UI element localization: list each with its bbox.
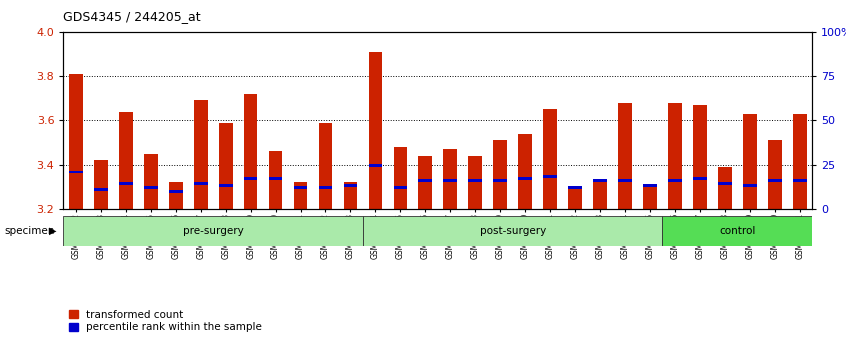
Bar bbox=[443, 149, 457, 209]
Bar bbox=[493, 140, 507, 209]
Bar bbox=[618, 179, 632, 182]
Bar bbox=[169, 190, 183, 193]
Bar bbox=[94, 160, 107, 209]
Bar bbox=[662, 216, 812, 246]
Bar bbox=[519, 134, 532, 209]
Bar bbox=[119, 112, 133, 209]
Bar bbox=[793, 179, 806, 182]
Bar bbox=[269, 152, 283, 209]
Bar bbox=[294, 182, 307, 209]
Text: post-surgery: post-surgery bbox=[480, 226, 546, 236]
Bar bbox=[319, 122, 332, 209]
Bar bbox=[369, 52, 382, 209]
Text: GDS4345 / 244205_at: GDS4345 / 244205_at bbox=[63, 10, 201, 23]
Bar bbox=[69, 171, 83, 173]
Bar bbox=[793, 114, 806, 209]
Bar bbox=[194, 182, 207, 184]
Bar bbox=[469, 156, 482, 209]
Bar bbox=[343, 182, 357, 209]
Bar bbox=[319, 186, 332, 189]
Bar bbox=[443, 179, 457, 182]
Bar bbox=[543, 109, 557, 209]
Bar bbox=[519, 177, 532, 180]
Bar bbox=[219, 122, 233, 209]
Bar bbox=[768, 140, 782, 209]
Bar bbox=[119, 182, 133, 184]
Bar bbox=[343, 184, 357, 187]
Text: ▶: ▶ bbox=[49, 226, 57, 236]
Bar bbox=[693, 177, 706, 180]
Bar bbox=[718, 182, 732, 184]
Bar bbox=[618, 103, 632, 209]
Bar bbox=[593, 182, 607, 209]
Bar bbox=[369, 164, 382, 167]
Bar bbox=[419, 156, 432, 209]
Text: control: control bbox=[719, 226, 755, 236]
Bar bbox=[469, 179, 482, 182]
Bar bbox=[718, 167, 732, 209]
Bar bbox=[768, 179, 782, 182]
Bar bbox=[194, 101, 207, 209]
Bar bbox=[69, 74, 83, 209]
Bar bbox=[743, 184, 756, 187]
Bar bbox=[569, 189, 582, 209]
Bar bbox=[419, 179, 432, 182]
Bar bbox=[294, 186, 307, 189]
Bar bbox=[569, 186, 582, 189]
Bar bbox=[244, 177, 257, 180]
Bar bbox=[63, 216, 363, 246]
Bar bbox=[643, 184, 656, 187]
Bar bbox=[144, 154, 157, 209]
Legend: transformed count, percentile rank within the sample: transformed count, percentile rank withi… bbox=[69, 310, 262, 332]
Bar bbox=[668, 103, 682, 209]
Bar bbox=[244, 94, 257, 209]
Bar bbox=[643, 184, 656, 209]
Bar bbox=[94, 188, 107, 191]
Bar bbox=[169, 182, 183, 209]
Bar bbox=[593, 179, 607, 182]
Text: specimen: specimen bbox=[4, 226, 55, 236]
Bar bbox=[693, 105, 706, 209]
Bar bbox=[543, 175, 557, 178]
Bar bbox=[393, 186, 407, 189]
Bar bbox=[743, 114, 756, 209]
Bar bbox=[144, 186, 157, 189]
Bar bbox=[269, 177, 283, 180]
Bar bbox=[668, 179, 682, 182]
Bar bbox=[393, 147, 407, 209]
Bar bbox=[363, 216, 662, 246]
Bar bbox=[493, 179, 507, 182]
Bar bbox=[219, 184, 233, 187]
Text: pre-surgery: pre-surgery bbox=[183, 226, 244, 236]
